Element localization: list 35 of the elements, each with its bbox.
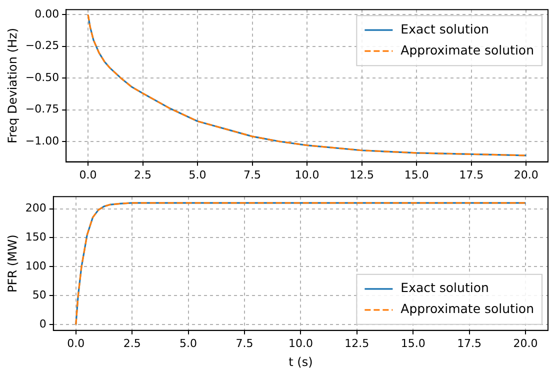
x-tick-label: 15.0 <box>404 168 429 182</box>
legend-label: Exact solution <box>400 280 489 296</box>
x-tick-label: 17.5 <box>459 168 484 182</box>
y-tick-label: 50 <box>32 288 46 302</box>
y-tick-label: 200 <box>25 202 46 215</box>
x-tick-label: 0.0 <box>79 168 97 182</box>
x-tick-label: 2.5 <box>123 336 141 350</box>
x-axis-title: t (s) <box>288 354 313 369</box>
x-tick-label: 5.0 <box>188 168 206 182</box>
y-tick-label: 100 <box>25 260 46 273</box>
x-tick-label: 17.5 <box>457 336 482 350</box>
y-tick-label: −1.00 <box>25 134 60 148</box>
x-tick-label: 0.0 <box>67 336 85 350</box>
x-tick-label: 2.5 <box>134 168 152 182</box>
x-tick-label: 7.5 <box>236 336 254 350</box>
x-tick-label: 10.0 <box>288 336 313 350</box>
y-tick-label: −0.75 <box>25 102 60 116</box>
x-tick-label: 12.5 <box>350 168 374 182</box>
y-axis-title: Freq Deviation (Hz) <box>5 28 20 144</box>
y-tick-label: −0.50 <box>25 70 60 84</box>
y-tick-label: 0.00 <box>34 8 60 21</box>
y-axis-title: PFR (MW) <box>5 234 20 292</box>
x-tick-label: 10.0 <box>294 168 320 182</box>
x-tick-label: 7.5 <box>244 168 262 182</box>
x-tick-label: 5.0 <box>180 336 198 350</box>
x-tick-label: 20.0 <box>514 168 538 182</box>
legend-label: Approximate solution <box>400 42 534 58</box>
legend-label: Approximate solution <box>400 301 534 316</box>
x-tick-label: 15.0 <box>400 336 426 350</box>
x-tick-label: 12.5 <box>344 336 370 350</box>
y-tick-label: −0.25 <box>25 39 60 52</box>
y-tick-label: 0 <box>39 317 46 330</box>
y-tick-label: 150 <box>25 230 46 244</box>
legend-label: Exact solution <box>400 21 489 36</box>
x-tick-label: 20.0 <box>513 336 538 350</box>
